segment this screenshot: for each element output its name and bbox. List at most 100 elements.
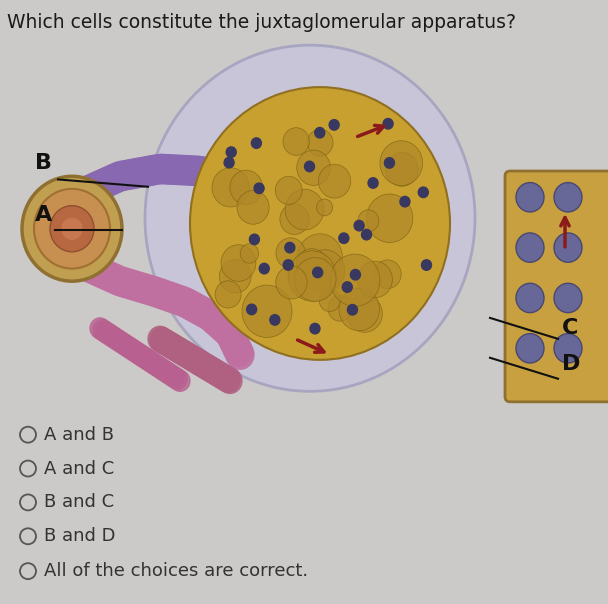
Circle shape xyxy=(242,285,292,338)
Circle shape xyxy=(140,277,168,306)
Circle shape xyxy=(317,199,333,216)
Circle shape xyxy=(179,292,207,321)
Circle shape xyxy=(283,185,311,214)
Circle shape xyxy=(117,336,137,357)
Circle shape xyxy=(168,155,196,185)
Circle shape xyxy=(119,159,147,188)
Circle shape xyxy=(153,359,173,381)
Circle shape xyxy=(220,327,248,356)
Circle shape xyxy=(97,262,125,292)
Circle shape xyxy=(182,347,206,372)
Circle shape xyxy=(185,295,213,324)
Circle shape xyxy=(170,370,190,391)
Circle shape xyxy=(155,330,179,356)
Circle shape xyxy=(209,363,233,388)
Circle shape xyxy=(190,87,450,360)
Circle shape xyxy=(196,355,221,381)
Circle shape xyxy=(218,322,246,352)
Circle shape xyxy=(226,147,237,158)
Circle shape xyxy=(104,327,124,348)
Circle shape xyxy=(246,172,274,201)
Circle shape xyxy=(224,164,253,194)
Circle shape xyxy=(129,343,148,364)
Circle shape xyxy=(135,156,163,185)
Circle shape xyxy=(223,332,250,362)
Circle shape xyxy=(554,333,582,363)
Circle shape xyxy=(182,294,210,323)
Circle shape xyxy=(168,338,192,363)
Circle shape xyxy=(362,230,371,240)
Circle shape xyxy=(151,329,176,353)
Circle shape xyxy=(202,359,226,384)
Circle shape xyxy=(308,129,333,156)
Text: A: A xyxy=(35,205,52,225)
Circle shape xyxy=(214,317,242,347)
Circle shape xyxy=(169,287,197,316)
Circle shape xyxy=(243,171,271,200)
Circle shape xyxy=(193,353,217,378)
Circle shape xyxy=(271,181,299,210)
Circle shape xyxy=(84,257,112,286)
Circle shape xyxy=(137,349,157,370)
Circle shape xyxy=(123,158,151,188)
Circle shape xyxy=(115,334,135,355)
Text: C: C xyxy=(562,318,578,338)
Circle shape xyxy=(179,344,202,370)
Circle shape xyxy=(177,344,201,368)
Circle shape xyxy=(221,245,256,281)
Circle shape xyxy=(172,156,200,185)
Circle shape xyxy=(136,275,164,304)
Circle shape xyxy=(157,332,181,357)
Circle shape xyxy=(213,365,237,390)
Circle shape xyxy=(156,361,176,382)
Circle shape xyxy=(234,167,262,197)
Circle shape xyxy=(339,233,349,243)
Circle shape xyxy=(50,205,94,252)
Circle shape xyxy=(191,298,219,328)
FancyBboxPatch shape xyxy=(505,171,608,402)
Circle shape xyxy=(240,244,258,263)
Circle shape xyxy=(207,310,235,340)
Circle shape xyxy=(194,300,222,329)
Text: B and C: B and C xyxy=(44,493,114,512)
Circle shape xyxy=(197,302,225,331)
Circle shape xyxy=(166,337,190,362)
Circle shape xyxy=(34,189,110,269)
Circle shape xyxy=(218,368,242,393)
Circle shape xyxy=(109,268,137,297)
Circle shape xyxy=(200,358,224,383)
Circle shape xyxy=(198,356,223,382)
Circle shape xyxy=(170,339,193,364)
Circle shape xyxy=(78,174,106,204)
Circle shape xyxy=(288,251,336,301)
Circle shape xyxy=(111,161,139,190)
Circle shape xyxy=(151,280,179,310)
Circle shape xyxy=(188,157,216,186)
Circle shape xyxy=(165,367,184,388)
Circle shape xyxy=(162,365,182,386)
Circle shape xyxy=(126,341,146,362)
Circle shape xyxy=(254,183,264,193)
Circle shape xyxy=(173,341,197,367)
Circle shape xyxy=(195,355,219,379)
Circle shape xyxy=(280,184,308,213)
Circle shape xyxy=(71,251,99,280)
Circle shape xyxy=(109,330,130,352)
Circle shape xyxy=(142,352,162,373)
Circle shape xyxy=(153,330,178,355)
Circle shape xyxy=(161,334,185,359)
Circle shape xyxy=(297,150,330,185)
Circle shape xyxy=(554,182,582,212)
Circle shape xyxy=(209,161,237,190)
Circle shape xyxy=(342,282,352,292)
Circle shape xyxy=(285,242,295,253)
Text: A and C: A and C xyxy=(44,460,114,478)
Circle shape xyxy=(176,156,204,185)
Circle shape xyxy=(216,320,244,349)
Circle shape xyxy=(358,261,392,298)
Circle shape xyxy=(131,345,151,366)
Circle shape xyxy=(400,196,410,207)
Circle shape xyxy=(384,158,395,168)
Circle shape xyxy=(258,176,286,205)
Circle shape xyxy=(280,204,309,234)
